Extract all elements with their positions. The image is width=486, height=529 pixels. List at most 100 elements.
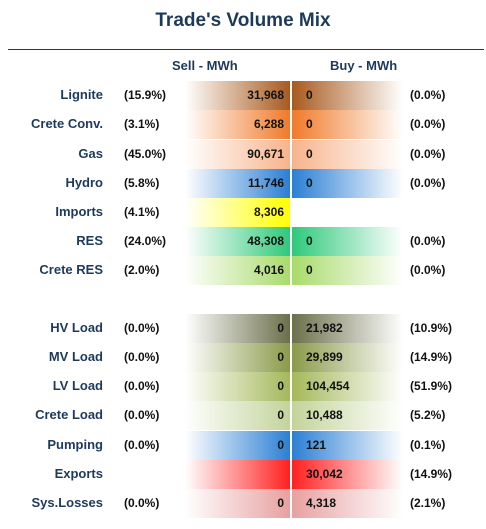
buy-header: Buy - MWh	[330, 58, 398, 73]
buy-percent: (0.0%)	[410, 234, 446, 248]
buy-percent: (0.0%)	[410, 117, 446, 131]
table-row: MV Load (0.0%) 0 29,899 (14.9%)	[0, 343, 486, 372]
row-label: RES	[76, 233, 103, 248]
row-label: Exports	[54, 466, 103, 481]
row-label: Crete RES	[39, 262, 103, 277]
sell-percent: (0.0%)	[124, 321, 160, 335]
buy-cell: 0	[292, 256, 403, 285]
sell-cell: 0	[185, 401, 290, 430]
buy-percent: (0.1%)	[410, 438, 446, 452]
buy-value: 10,488	[306, 408, 343, 422]
buy-percent: (5.2%)	[410, 408, 446, 422]
sell-cell: 6,288	[185, 110, 290, 139]
row-label: Sys.Losses	[31, 495, 103, 510]
buy-percent: (0.0%)	[410, 88, 446, 102]
row-label: Imports	[55, 204, 103, 219]
sell-value: 0	[277, 408, 284, 422]
buy-value: 0	[306, 234, 313, 248]
sell-value: 11,746	[247, 176, 284, 190]
buy-cell	[292, 198, 403, 227]
sell-percent: (0.0%)	[124, 350, 160, 364]
buy-percent: (14.9%)	[410, 350, 453, 364]
sell-value: 0	[277, 438, 284, 452]
table-row: RES (24.0%) 48,308 0 (0.0%)	[0, 227, 486, 256]
sell-value: 0	[277, 496, 284, 510]
sell-value: 0	[277, 379, 284, 393]
buy-value: 0	[306, 147, 313, 161]
buy-cell: 0	[292, 227, 403, 256]
sell-percent: (0.0%)	[124, 438, 160, 452]
row-label: Crete Load	[35, 407, 103, 422]
buy-percent: (14.9%)	[410, 467, 453, 481]
row-label: Pumping	[47, 437, 103, 452]
table-row: HV Load (0.0%) 0 21,982 (10.9%)	[0, 314, 486, 343]
row-label: LV Load	[52, 378, 103, 393]
sell-value: 31,968	[247, 88, 284, 102]
row-label: MV Load	[48, 349, 103, 364]
buy-cell: 0	[292, 81, 403, 110]
sell-percent: (24.0%)	[124, 234, 167, 248]
buy-cell: 0	[292, 140, 403, 169]
buy-percent: (2.1%)	[410, 496, 446, 510]
buy-percent: (51.9%)	[410, 379, 453, 393]
buy-value: 21,982	[306, 321, 343, 335]
buy-value: 121	[306, 438, 327, 452]
buy-cell: 10,488	[292, 401, 403, 430]
sell-value: 90,671	[247, 147, 284, 161]
sell-cell	[185, 460, 290, 489]
sell-cell: 0	[185, 343, 290, 372]
row-label: Crete Conv.	[31, 116, 103, 131]
table-row: LV Load (0.0%) 0 104,454 (51.9%)	[0, 372, 486, 401]
sell-cell: 31,968	[185, 81, 290, 110]
sell-percent: (15.9%)	[124, 88, 167, 102]
sell-cell: 0	[185, 314, 290, 343]
buy-value: 0	[306, 117, 313, 131]
table-row: Exports 30,042 (14.9%)	[0, 460, 486, 489]
sell-cell: 90,671	[185, 140, 290, 169]
buy-cell: 121	[292, 431, 403, 460]
sell-cell: 0	[185, 372, 290, 401]
sell-cell: 48,308	[185, 227, 290, 256]
row-label: Hydro	[65, 175, 103, 190]
buy-value: 0	[306, 88, 313, 102]
buy-percent: (0.0%)	[410, 263, 446, 277]
buy-percent: (0.0%)	[410, 147, 446, 161]
table-row: Crete RES (2.0%) 4,016 0 (0.0%)	[0, 256, 486, 285]
row-label: Gas	[78, 146, 103, 161]
buy-cell: 30,042	[292, 460, 403, 489]
sell-percent: (0.0%)	[124, 496, 160, 510]
sell-cell: 8,306	[185, 198, 290, 227]
buy-value: 4,318	[306, 496, 337, 510]
table-row: Gas (45.0%) 90,671 0 (0.0%)	[0, 140, 486, 169]
sell-cell: 0	[185, 431, 290, 460]
sell-cell: 0	[185, 489, 290, 518]
buy-cell: 0	[292, 169, 403, 198]
buy-value: 30,042	[306, 467, 343, 481]
row-label: HV Load	[50, 320, 103, 335]
sell-header: Sell - MWh	[172, 58, 238, 73]
buy-value: 104,454	[306, 379, 350, 393]
row-label: Lignite	[60, 87, 103, 102]
sell-value: 48,308	[247, 234, 284, 248]
buy-percent: (0.0%)	[410, 176, 446, 190]
buy-cell: 104,454	[292, 372, 403, 401]
buy-value: 0	[306, 176, 313, 190]
sell-percent: (4.1%)	[124, 205, 160, 219]
buy-cell: 29,899	[292, 343, 403, 372]
sell-percent: (0.0%)	[124, 408, 160, 422]
table-row: Crete Conv. (3.1%) 6,288 0 (0.0%)	[0, 110, 486, 139]
sell-percent: (45.0%)	[124, 147, 167, 161]
sell-value: 6,288	[253, 117, 284, 131]
sell-cell: 11,746	[185, 169, 290, 198]
buy-value: 0	[306, 263, 313, 277]
table-row: Imports (4.1%) 8,306	[0, 198, 486, 227]
sell-percent: (5.8%)	[124, 176, 160, 190]
buy-cell: 21,982	[292, 314, 403, 343]
sell-value: 4,016	[253, 263, 284, 277]
page-title: Trade's Volume Mix	[155, 10, 331, 31]
table-row: Crete Load (0.0%) 0 10,488 (5.2%)	[0, 401, 486, 430]
sell-value: 0	[277, 321, 284, 335]
buy-value: 29,899	[306, 350, 343, 364]
title-divider	[8, 49, 484, 50]
buy-cell: 4,318	[292, 489, 403, 518]
